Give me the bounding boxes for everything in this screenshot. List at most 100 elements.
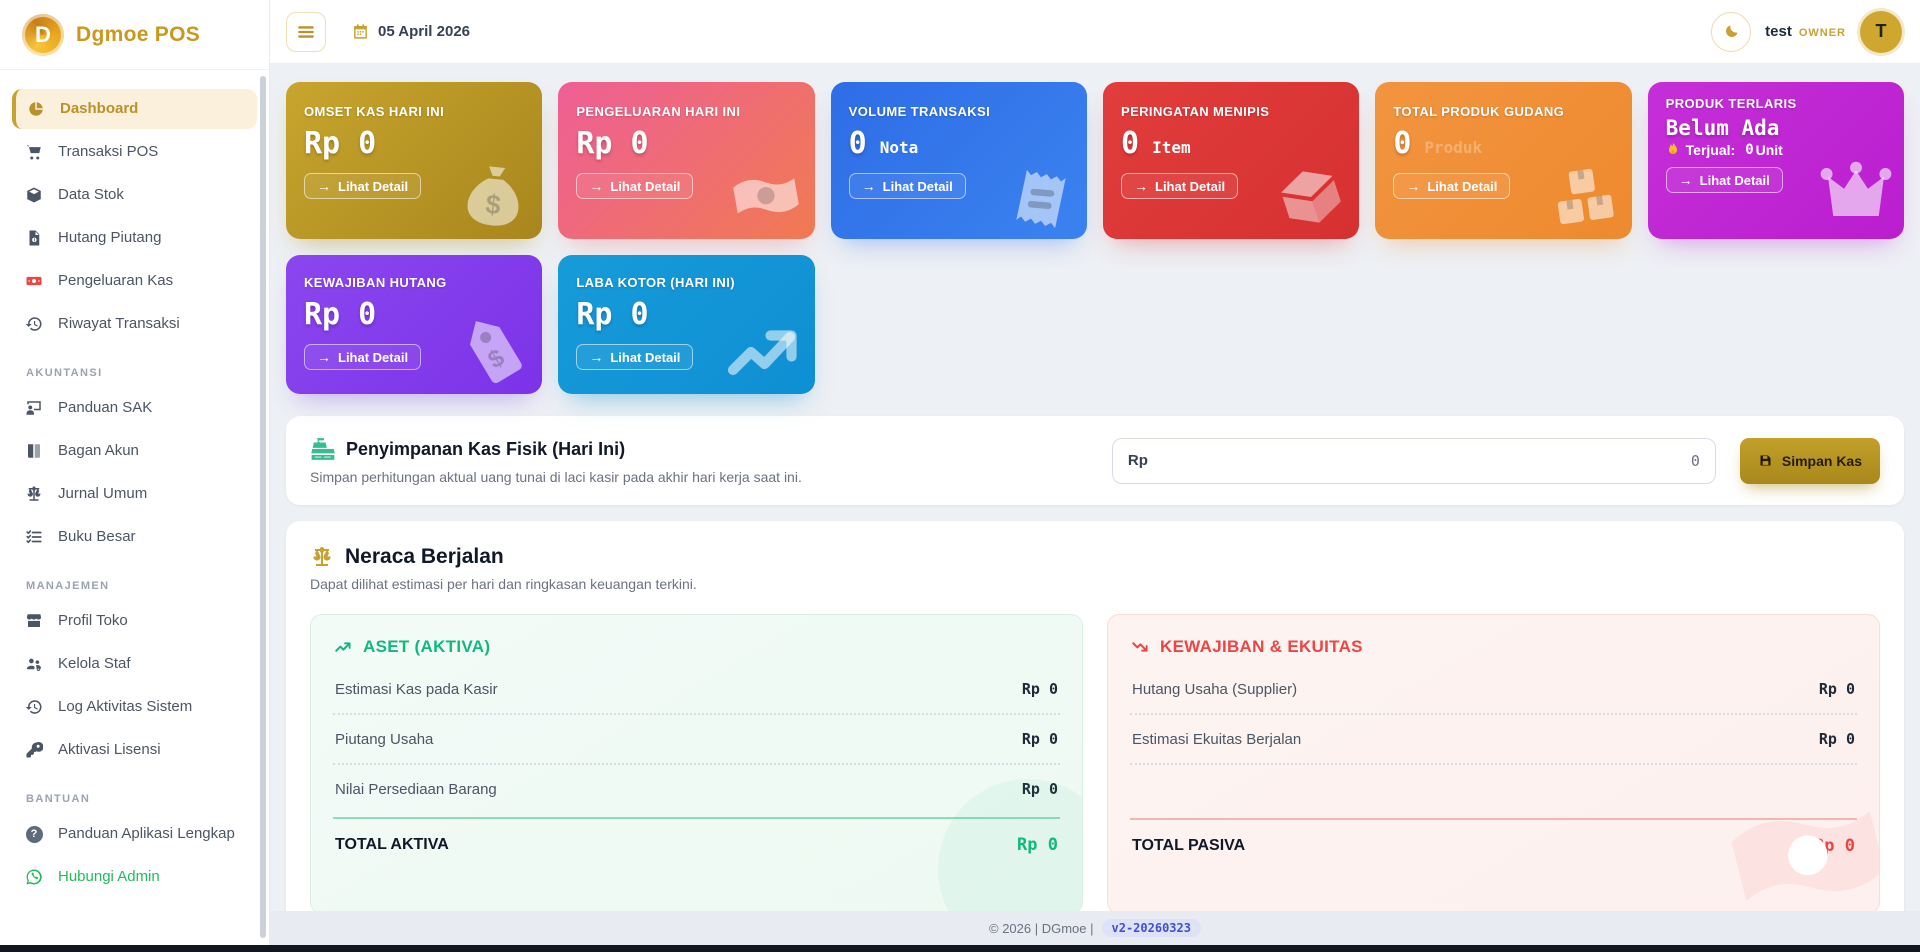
terjual-line: Terjual: 0 Unit: [1666, 142, 1886, 158]
box-icon: [24, 185, 44, 205]
footer: © 2026 | DGmoe | v2-20260323: [270, 911, 1920, 945]
user-role-badge: OWNER: [1798, 27, 1846, 39]
store-icon: [24, 611, 44, 631]
card-volume-transaksi[interactable]: VOLUME TRANSAKSI 0 Nota → Lihat Detail: [830, 82, 1087, 239]
question-circle-icon: ?: [24, 824, 44, 844]
lihat-detail-button[interactable]: → Lihat Detail: [576, 173, 694, 199]
arrow-right-icon: →: [1134, 178, 1148, 194]
kas-amount-value: 0: [1690, 451, 1700, 470]
lihat-detail-button[interactable]: → Lihat Detail: [304, 344, 422, 370]
card-title: OMSET KAS HARI INI: [304, 104, 445, 119]
stat-cards-row-2: KEWAJIBAN HUTANG Rp 0 → Lihat Detail $ LA…: [286, 255, 1904, 394]
floppy-disk-icon: [1758, 453, 1773, 468]
sidebar-item-label: Jurnal Umum: [58, 485, 148, 503]
card-produk-terlaris[interactable]: PRODUK TERLARIS Belum Ada Terjual: 0 Unit…: [1647, 82, 1904, 239]
divider: [333, 817, 1060, 819]
dark-mode-toggle[interactable]: [1711, 11, 1752, 52]
terjual-value: 0: [1745, 142, 1754, 158]
flame-icon: [1666, 142, 1680, 158]
lihat-detail-button[interactable]: → Lihat Detail: [1121, 173, 1239, 199]
kewajiban-panel: KEWAJIBAN & EKUITAS Hutang Usaha (Suppli…: [1107, 614, 1880, 914]
sidebar-section-akuntansi: AKUNTANSI: [26, 367, 103, 379]
aset-panel: ASET (AKTIVA) Estimasi Kas pada Kasir Rp…: [310, 614, 1083, 914]
topbar-right: test OWNER T: [1711, 10, 1902, 53]
sidebar-scrollbar[interactable]: [260, 76, 266, 938]
brand-name: Dgmoe POS: [76, 22, 201, 46]
kas-fisik-title: Penyimpanan Kas Fisik (Hari Ini): [346, 438, 626, 459]
card-value: 0: [848, 126, 867, 161]
sidebar: D Dgmoe POS Dashboard Transaksi POS D: [0, 0, 270, 952]
card-title: KEWAJIBAN HUTANG: [304, 275, 447, 290]
sidebar-item-riwayat-transaksi[interactable]: Riwayat Transaksi: [12, 304, 257, 344]
sidebar-toggle-button[interactable]: [286, 11, 326, 52]
topbar: 05 April 2026 test OWNER T: [270, 0, 1920, 64]
stat-cards-row-1: OMSET KAS HARI INI Rp 0 → Lihat Detail $ …: [286, 82, 1904, 239]
lihat-detail-button[interactable]: → Lihat Detail: [304, 173, 422, 199]
crown-icon: [1814, 153, 1898, 237]
sidebar-item-jurnal-umum[interactable]: Jurnal Umum: [12, 474, 257, 514]
window-bottom-edge: [0, 945, 1920, 952]
tag-dollar-icon: $: [453, 311, 538, 394]
sidebar-item-label: Kelola Staf: [58, 655, 131, 673]
card-kewajiban-hutang[interactable]: KEWAJIBAN HUTANG Rp 0 → Lihat Detail $: [286, 255, 543, 394]
sidebar-section-manajemen: MANAJEMEN: [26, 580, 110, 592]
hamburger-icon: [296, 22, 316, 42]
sidebar-item-hutang-piutang[interactable]: Hutang Piutang: [12, 218, 257, 258]
lihat-detail-button[interactable]: → Lihat Detail: [576, 344, 694, 370]
sidebar-item-log-aktivitas[interactable]: Log Aktivitas Sistem: [12, 687, 257, 727]
kas-amount-input[interactable]: Rp 0: [1111, 437, 1716, 484]
main-column: 05 April 2026 test OWNER T OM: [270, 0, 1920, 952]
sidebar-item-data-stok[interactable]: Data Stok: [12, 175, 257, 215]
sidebar-item-label: Hutang Piutang: [58, 229, 162, 247]
neraca-panels: ASET (AKTIVA) Estimasi Kas pada Kasir Rp…: [310, 614, 1880, 914]
sidebar-item-aktivasi-lisensi[interactable]: Aktivasi Lisensi: [12, 730, 257, 770]
sidebar-item-pengeluaran-kas[interactable]: Pengeluaran Kas: [12, 261, 257, 301]
arrow-right-icon: →: [317, 349, 331, 365]
card-pengeluaran[interactable]: PENGELUARAN HARI INI Rp 0 → Lihat Detail: [558, 82, 815, 239]
card-peringatan-menipis[interactable]: PERINGATAN MENIPIS 0 Item → Lihat Detail: [1103, 82, 1360, 239]
aset-heading: ASET (AKTIVA): [363, 637, 491, 656]
lihat-detail-button[interactable]: → Lihat Detail: [1393, 173, 1511, 199]
card-unit: Produk: [1424, 138, 1483, 157]
open-box-icon: [1266, 152, 1357, 239]
card-title: VOLUME TRANSAKSI: [848, 104, 991, 119]
sidebar-item-label: Panduan Aplikasi Lengkap: [58, 825, 235, 843]
sidebar-item-bagan-akun[interactable]: Bagan Akun: [12, 431, 257, 471]
sidebar-item-label: Bagan Akun: [58, 442, 139, 460]
copyright-text: © 2026 | DGmoe |: [989, 920, 1094, 936]
sidebar-item-transaksi-pos[interactable]: Transaksi POS: [12, 132, 257, 172]
sidebar-item-kelola-staf[interactable]: Kelola Staf: [12, 644, 257, 684]
lihat-detail-button[interactable]: → Lihat Detail: [1665, 167, 1783, 193]
sidebar-item-profil-toko[interactable]: Profil Toko: [12, 601, 257, 641]
arrow-right-icon: →: [1678, 172, 1693, 188]
arrow-right-icon: →: [861, 178, 876, 194]
shopping-cart-icon: [24, 142, 44, 162]
card-laba-kotor[interactable]: LABA KOTOR (HARI INI) Rp 0 → Lihat Detail: [558, 255, 815, 394]
card-value: Rp 0: [304, 297, 377, 332]
sidebar-item-panduan-sak[interactable]: Panduan SAK: [12, 388, 257, 428]
history-icon: [24, 697, 44, 717]
lihat-detail-button[interactable]: → Lihat Detail: [848, 173, 966, 199]
money-bill-icon: [24, 271, 44, 291]
trend-down-icon: [1130, 638, 1150, 656]
sidebar-item-hubungi-admin[interactable]: Hubungi Admin: [12, 857, 257, 897]
card-unit: Nota: [879, 138, 919, 157]
boxes-icon: [1543, 156, 1624, 237]
kewajiban-row: Hutang Usaha (Supplier) Rp 0: [1130, 665, 1857, 715]
chalkboard-user-icon: [24, 398, 44, 418]
sidebar-item-dashboard[interactable]: Dashboard: [12, 89, 257, 129]
history-icon: [24, 314, 44, 334]
avatar[interactable]: T: [1860, 10, 1902, 53]
sidebar-item-label: Pengeluaran Kas: [58, 272, 174, 290]
sidebar-nav: Dashboard Transaksi POS Data Stok Hutang…: [0, 70, 269, 897]
card-value: 0: [1121, 126, 1140, 161]
sidebar-item-panduan-aplikasi[interactable]: ? Panduan Aplikasi Lengkap: [12, 814, 257, 854]
card-total-produk-gudang[interactable]: TOTAL PRODUK GUDANG 0 Produk → Lihat Deta…: [1375, 82, 1632, 239]
simpan-kas-button[interactable]: Simpan Kas: [1739, 437, 1880, 484]
kewajiban-row: Estimasi Ekuitas Berjalan Rp 0: [1130, 715, 1857, 765]
sidebar-item-label: Transaksi POS: [58, 143, 159, 161]
cash-register-icon: [310, 436, 336, 462]
sidebar-item-buku-besar[interactable]: Buku Besar: [12, 517, 257, 557]
aset-row: Piutang Usaha Rp 0: [333, 715, 1060, 765]
card-omset-kas[interactable]: OMSET KAS HARI INI Rp 0 → Lihat Detail $: [286, 82, 543, 239]
